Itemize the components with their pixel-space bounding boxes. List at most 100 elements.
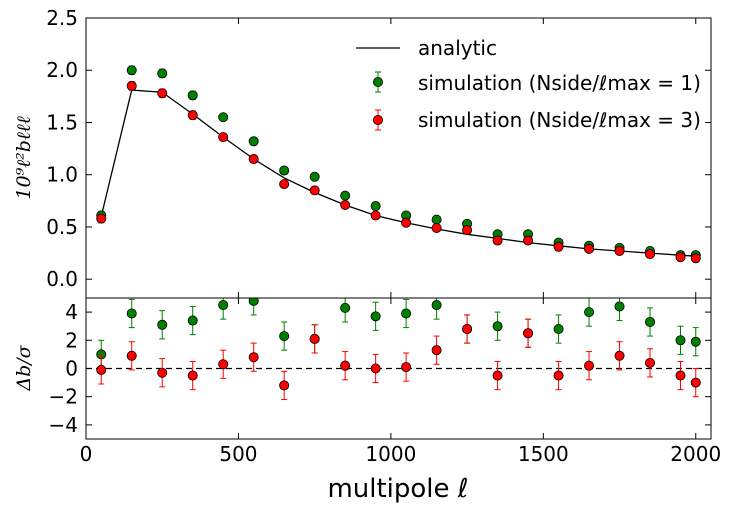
top-sim-3-point (553, 241, 564, 252)
bottom-sim-3-point (248, 352, 259, 363)
top-panel-plot-area (96, 65, 701, 264)
bottom-panel-series (86, 298, 711, 401)
legend-label-sim-3: simulation (Nside/ℓmax = 3) (418, 108, 701, 132)
bottom-sim-1-point (431, 300, 442, 311)
bottom-panel-y-axis-label: Δb/σ (13, 344, 35, 391)
bottom-sim-1-point (645, 316, 656, 327)
top-y-tick-label: 1.0 (46, 163, 78, 187)
top-panel: 0.0 0.5 1.0 1.5 2.0 2.5 analytic simulation (… (13, 6, 712, 299)
bottom-y-tick-label: −2 (49, 385, 78, 409)
bottom-sim-3-point (553, 370, 564, 381)
bottom-sim-1-point (126, 308, 137, 319)
bottom-sim-3-point (584, 360, 595, 371)
top-sim-1-point (309, 171, 320, 182)
top-sim-3-point (248, 154, 259, 165)
bottom-sim-1-point (690, 336, 701, 347)
bottom-sim-3-point (614, 350, 625, 361)
bottom-sim-3-point (675, 370, 686, 381)
top-sim-1-point (340, 190, 351, 201)
legend-label-sim-1: simulation (Nside/ℓmax = 1) (418, 71, 701, 95)
bottom-sim-1-point (157, 319, 168, 330)
bottom-sim-3-point (340, 360, 351, 371)
bottom-sim-3-point (96, 364, 107, 375)
bottom-sim-3-point (645, 357, 656, 368)
bottom-y-tick-label: 4 (65, 300, 78, 324)
top-sim-1-point (370, 201, 381, 212)
x-tick-label: 0 (80, 442, 93, 466)
top-panel-series (96, 65, 701, 264)
top-panel-y-axis: 0.0 0.5 1.0 1.5 2.0 2.5 (46, 6, 711, 298)
bottom-sim-3-point (492, 370, 503, 381)
bottom-y-tick-label: 0 (65, 357, 78, 381)
top-sim-3-point (675, 252, 686, 263)
top-panel-frame (85, 17, 712, 299)
legend-label-analytic: analytic (418, 36, 497, 60)
top-sim-3-point (492, 235, 503, 246)
bottom-sim-3-point (690, 377, 701, 388)
top-sim-3-point (340, 200, 351, 211)
bottom-sim-1-point (340, 302, 351, 313)
bottom-sim-3-point (431, 345, 442, 356)
bottom-sim-3-point (370, 363, 381, 374)
top-y-tick-label: 1.5 (46, 110, 78, 134)
top-sim-3-point (218, 132, 229, 143)
bottom-sim-1-point (248, 298, 259, 306)
bottom-sim-1-point (218, 300, 229, 311)
bottom-sim-1-point (370, 311, 381, 322)
top-sim-3-point (645, 249, 656, 260)
top-sim-3-point (523, 235, 534, 246)
top-sim-3-point (370, 210, 381, 221)
top-sim-3-point (187, 110, 198, 121)
bottom-sim-1-point (614, 301, 625, 312)
top-sim-1-point (157, 68, 168, 79)
bottom-sim-1-point (584, 307, 595, 318)
bottom-sim-1-point (187, 315, 198, 326)
bottom-sim-3-point (157, 367, 168, 378)
top-sim-3-point (157, 88, 168, 99)
bottom-y-tick-label: 2 (65, 328, 78, 352)
legend-marker-sim-1 (372, 77, 383, 88)
bottom-sim-3-point (401, 362, 412, 373)
x-axis-label: multipole ℓ (327, 474, 468, 504)
top-y-tick-label: 2.0 (46, 58, 78, 82)
top-sim-3-point (431, 222, 442, 233)
top-sim-1-point (279, 165, 290, 176)
bottom-sim-1-point (492, 321, 503, 332)
top-sim-3-point (126, 80, 137, 91)
legend-marker-sim-3 (372, 115, 383, 126)
top-sim-3-point (584, 243, 595, 254)
bottom-panel-plot-area (86, 298, 711, 401)
bottom-y-tick-label: −4 (49, 413, 78, 437)
top-sim-3-point (279, 179, 290, 190)
top-panel-y-axis-label: 10⁹ℓ²bℓℓℓ (13, 116, 35, 199)
x-tick-label: 500 (219, 442, 257, 466)
bottom-sim-3-point (279, 380, 290, 391)
bottom-sim-3-point (523, 328, 534, 339)
top-sim-1-point (431, 214, 442, 225)
bottom-panel: −4 −2 0 2 4 0 500 1000 1500 2000 Δb/σ multipole … (13, 297, 721, 504)
top-sim-3-point (462, 225, 473, 236)
x-tick-label: 1500 (518, 442, 569, 466)
top-y-tick-label: 0.5 (46, 215, 78, 239)
bottom-panel-x-axis: 0 500 1000 1500 2000 (80, 298, 721, 466)
top-sim-1-point (187, 90, 198, 101)
bottom-sim-1-point (279, 331, 290, 342)
bottom-panel-y-axis: −4 −2 0 2 4 (49, 300, 711, 437)
top-sim-3-point (614, 245, 625, 256)
bottom-sim-3-point (187, 370, 198, 381)
top-y-tick-label: 2.5 (46, 6, 78, 30)
x-tick-label: 2000 (670, 442, 721, 466)
x-tick-label: 1000 (365, 442, 416, 466)
bottom-sim-3-point (218, 359, 229, 370)
bottom-sim-3-point (309, 333, 320, 344)
bottom-sim-3-point (462, 324, 473, 335)
bottom-sim-3-point (126, 350, 137, 361)
top-sim-3-point (401, 217, 412, 228)
top-y-tick-label: 0.0 (46, 267, 78, 291)
top-sim-3-point (96, 213, 107, 224)
top-sim-1-point (126, 65, 137, 76)
top-sim-1-point (248, 136, 259, 147)
top-panel-legend: analytic simulation (Nside/ℓmax = 1) sim… (356, 36, 701, 132)
top-sim-3-point (690, 253, 701, 264)
